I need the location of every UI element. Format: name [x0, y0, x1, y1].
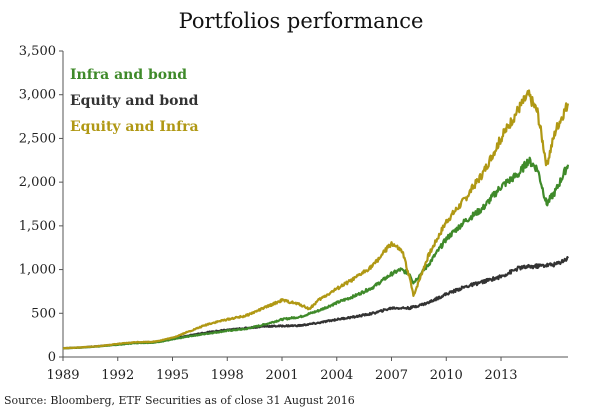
x-tick-label: 2007: [375, 368, 408, 383]
y-tick-label: 2,000: [19, 175, 56, 190]
chart-legend: Infra and bond Equity and bond Equity and …: [70, 67, 199, 135]
chart-title: Portfolios performance: [179, 9, 424, 33]
series-lines: [62, 89, 570, 350]
series-line-0: [62, 156, 570, 350]
y-tick-label: 0: [48, 350, 56, 365]
x-tick-label: 2010: [430, 368, 463, 383]
x-tick-label: 1989: [46, 368, 79, 383]
x-tick-label: 2013: [484, 368, 517, 383]
x-tick-label: 2001: [265, 368, 298, 383]
y-tick-label: 2,500: [19, 131, 56, 146]
y-tick-label: 3,500: [19, 44, 56, 59]
legend-entry: Equity and bond: [70, 93, 199, 109]
source-note: Source: Bloomberg, ETF Securities as of …: [4, 394, 355, 407]
legend-entry: Equity and Infra: [70, 119, 199, 135]
y-tick-label: 1,000: [19, 263, 56, 278]
x-tick-label: 1998: [211, 368, 244, 383]
x-tick-label: 2004: [320, 368, 353, 383]
y-tick-label: 1,500: [19, 219, 56, 234]
y-tick-label: 3,000: [19, 88, 56, 103]
x-tick-label: 1995: [156, 368, 189, 383]
series-line-2: [62, 89, 570, 350]
x-tick-label: 1992: [101, 368, 134, 383]
legend-entry: Infra and bond: [70, 67, 187, 83]
chart-axes: 0 500 1,000 1,500 2,000 2,500 3,000 3,500 1989 19…: [19, 44, 568, 383]
y-tick-label: 500: [31, 306, 56, 321]
